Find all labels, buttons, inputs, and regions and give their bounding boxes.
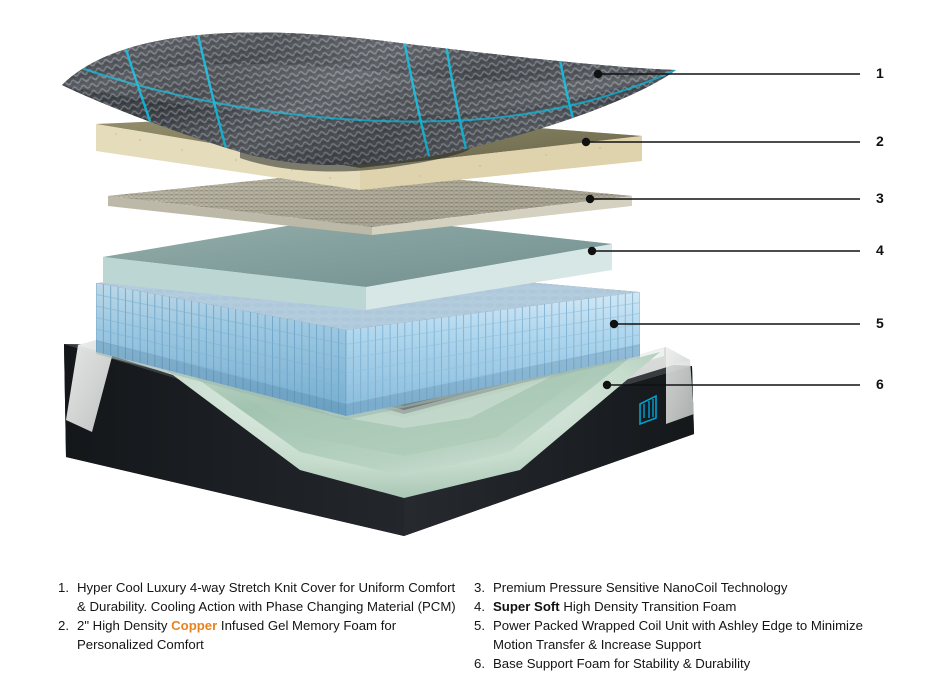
layer-nanocoil-sheet xyxy=(108,170,632,235)
legend-item-index: 2. xyxy=(58,618,69,633)
callout-dot-5 xyxy=(609,319,619,329)
legend-item-2: 2. 2" High Density Copper Infused Gel Mem… xyxy=(58,616,460,654)
legend: 1. Hyper Cool Luxury 4-way Stretch Knit C… xyxy=(0,578,934,688)
legend-text-segment: High Density Transition Foam xyxy=(559,599,737,614)
legend-column-right: 3. Premium Pressure Sensitive NanoCoil Te… xyxy=(460,578,890,673)
legend-column-left: 1. Hyper Cool Luxury 4-way Stretch Knit C… xyxy=(0,578,460,654)
callout-dot-2 xyxy=(581,137,591,147)
legend-text-segment: Super Soft xyxy=(493,599,560,614)
legend-text-segment: Copper xyxy=(171,618,218,633)
callout-dot-6 xyxy=(602,380,612,390)
legend-item-index: 4. xyxy=(474,599,485,614)
callout-dot-4 xyxy=(587,246,597,256)
legend-text-segment: Premium Pressure Sensitive NanoCoil Tech… xyxy=(493,580,788,595)
brand-logo-icon xyxy=(639,394,657,426)
legend-item-index: 1. xyxy=(58,580,69,595)
mattress-layers-illustration xyxy=(62,32,860,536)
callout-number-3: 3 xyxy=(876,190,884,206)
legend-item-text: Super Soft High Density Transition Foam xyxy=(493,597,890,616)
legend-item-4: 4. Super Soft High Density Transition Foa… xyxy=(474,597,890,616)
legend-item-text: Premium Pressure Sensitive NanoCoil Tech… xyxy=(493,578,890,597)
layer-transition-foam xyxy=(103,215,612,310)
callout-number-6: 6 xyxy=(876,376,884,392)
legend-text-segment: Infused Gel Memory Foam for Personalized… xyxy=(77,618,397,652)
callout-dot-3 xyxy=(585,194,595,204)
callout-number-4: 4 xyxy=(876,242,884,258)
callout-number-1: 1 xyxy=(876,65,884,81)
callout-number-5: 5 xyxy=(876,315,884,331)
legend-text-segment: 2" High Density xyxy=(77,618,172,633)
legend-text-segment: Hyper Cool Luxury 4-way Stretch Knit Cov… xyxy=(77,580,456,614)
legend-item-5: 5. Power Packed Wrapped Coil Unit with As… xyxy=(474,616,890,654)
legend-item-index: 3. xyxy=(474,580,485,595)
legend-text-segment: Power Packed Wrapped Coil Unit with Ashl… xyxy=(493,618,863,652)
legend-item-3: 3. Premium Pressure Sensitive NanoCoil Te… xyxy=(474,578,890,597)
legend-item-text: Hyper Cool Luxury 4-way Stretch Knit Cov… xyxy=(77,578,460,616)
legend-item-index: 6. xyxy=(474,656,485,671)
callout-leader-lines xyxy=(581,69,860,390)
legend-item-index: 5. xyxy=(474,618,485,633)
mattress-diagram: 1 2 3 4 5 6 xyxy=(62,32,884,536)
legend-item-text: 2" High Density Copper Infused Gel Memor… xyxy=(77,616,460,654)
legend-item-1: 1. Hyper Cool Luxury 4-way Stretch Knit C… xyxy=(58,578,460,616)
legend-item-text: Power Packed Wrapped Coil Unit with Ashl… xyxy=(493,616,890,654)
callout-dot-1 xyxy=(593,69,603,79)
legend-item-6: 6. Base Support Foam for Stability & Dura… xyxy=(474,654,890,673)
legend-item-text: Base Support Foam for Stability & Durabi… xyxy=(493,654,890,673)
callout-number-2: 2 xyxy=(876,133,884,149)
legend-text-segment: Base Support Foam for Stability & Durabi… xyxy=(493,656,751,671)
